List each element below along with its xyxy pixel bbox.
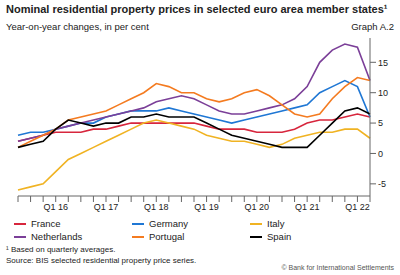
- html-text:Germany: Germany: [149, 218, 189, 229]
- svg-text:Q1 17: Q1 17: [94, 202, 119, 212]
- svg-text:Q1 20: Q1 20: [245, 202, 270, 212]
- svg-text:Q1 19: Q1 19: [194, 202, 219, 212]
- html-text:Portugal: Portugal: [149, 231, 185, 242]
- svg-text:Q1 21: Q1 21: [295, 202, 320, 212]
- html-text:© Bank for International Settl: © Bank for International Settlements: [281, 264, 394, 271]
- svg-text:-5: -5: [378, 179, 386, 189]
- svg-text:Q1 18: Q1 18: [144, 202, 169, 212]
- html-text:Italy: Italy: [267, 218, 285, 229]
- html-text:Nominal residential property p: Nominal residential property prices in s…: [6, 3, 388, 15]
- svg-text:10: 10: [378, 88, 388, 98]
- svg-text:0: 0: [378, 149, 383, 159]
- svg-text:15: 15: [378, 58, 388, 68]
- html-text:Spain: Spain: [267, 231, 292, 242]
- html-text:France: France: [31, 218, 61, 229]
- html-text:Netherlands: Netherlands: [31, 231, 83, 242]
- svg-text:Q1 22: Q1 22: [345, 202, 370, 212]
- html-text:Source: BIS selected residenti: Source: BIS selected residential propert…: [6, 256, 197, 265]
- html-text:¹ Based on quarterly averages.: ¹ Based on quarterly averages.: [6, 245, 116, 254]
- svg-text:Q1 16: Q1 16: [43, 202, 68, 212]
- html-text:Graph A.2: Graph A.2: [351, 21, 394, 32]
- svg-text:5: 5: [378, 118, 383, 128]
- html-text:Year-on-year changes, in per c: Year-on-year changes, in per cent: [6, 21, 149, 32]
